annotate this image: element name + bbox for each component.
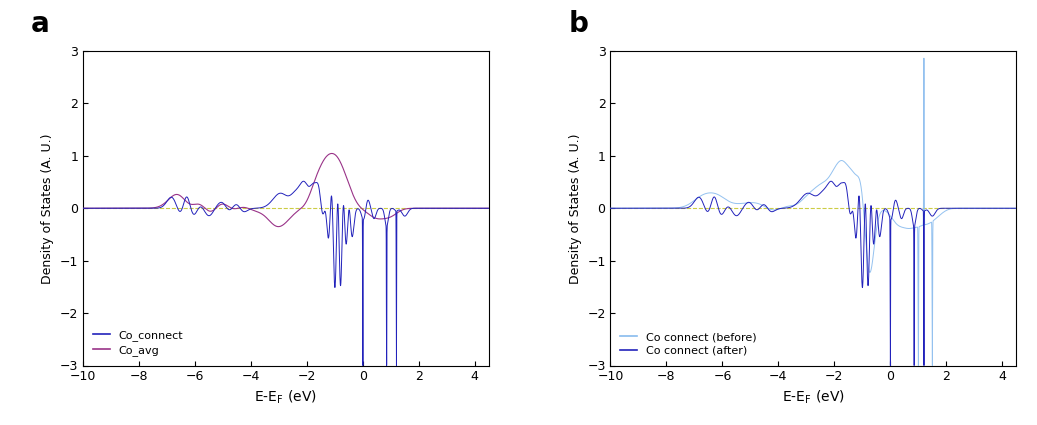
Text: b: b — [569, 10, 589, 38]
Y-axis label: Density of States (A. U.): Density of States (A. U.) — [568, 133, 582, 283]
Y-axis label: Density of States (A. U.): Density of States (A. U.) — [41, 133, 54, 283]
Legend: Co connect (before), Co connect (after): Co connect (before), Co connect (after) — [616, 328, 761, 360]
Legend: Co_connect, Co_avg: Co_connect, Co_avg — [88, 326, 188, 360]
Text: a: a — [31, 10, 50, 38]
X-axis label: E-E$_{\rm F}$ (eV): E-E$_{\rm F}$ (eV) — [254, 389, 317, 406]
X-axis label: E-E$_{\rm F}$ (eV): E-E$_{\rm F}$ (eV) — [782, 389, 845, 406]
